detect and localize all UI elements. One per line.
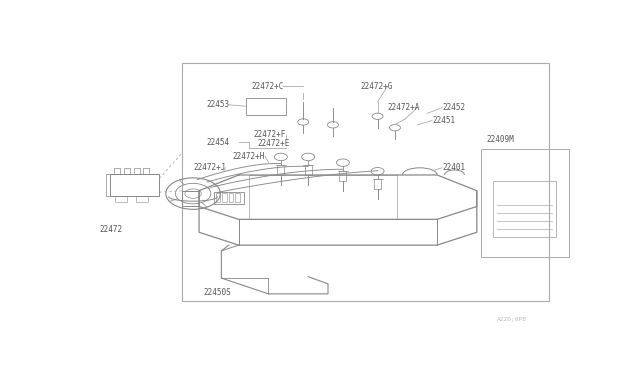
Bar (229, 193, 233, 202)
Text: 22472+F: 22472+F (253, 130, 286, 140)
Bar (374, 179, 381, 189)
Bar (216, 193, 220, 202)
Text: 22472+C: 22472+C (251, 82, 284, 91)
Bar (339, 171, 346, 181)
Bar (277, 165, 284, 175)
Text: 22472+G: 22472+G (360, 82, 392, 91)
Text: 22450S: 22450S (203, 288, 231, 297)
Bar (134, 168, 140, 174)
Text: 22452: 22452 (442, 103, 465, 112)
Bar (222, 193, 227, 202)
Bar (114, 168, 120, 174)
Text: 22472+A: 22472+A (388, 103, 420, 112)
Text: 22472+E: 22472+E (257, 139, 290, 148)
Text: 22453: 22453 (207, 100, 230, 109)
Text: 22472+J: 22472+J (193, 163, 225, 172)
Text: 22401: 22401 (442, 163, 465, 172)
Bar (115, 196, 127, 202)
Bar (236, 193, 240, 202)
Bar (124, 168, 129, 174)
Text: 22409M: 22409M (486, 135, 515, 144)
Bar (481, 149, 568, 257)
Text: 22451: 22451 (432, 116, 455, 125)
Bar (136, 196, 148, 202)
Bar (143, 168, 150, 174)
Text: 22472: 22472 (100, 225, 123, 234)
Bar (305, 165, 312, 175)
Text: A220;0P8: A220;0P8 (497, 317, 527, 322)
Text: 22472+H: 22472+H (233, 152, 265, 161)
Bar (493, 181, 556, 237)
Bar (110, 174, 159, 196)
Bar (246, 97, 286, 115)
Text: 22454: 22454 (207, 138, 230, 147)
Bar (182, 63, 548, 301)
Bar (214, 192, 244, 203)
